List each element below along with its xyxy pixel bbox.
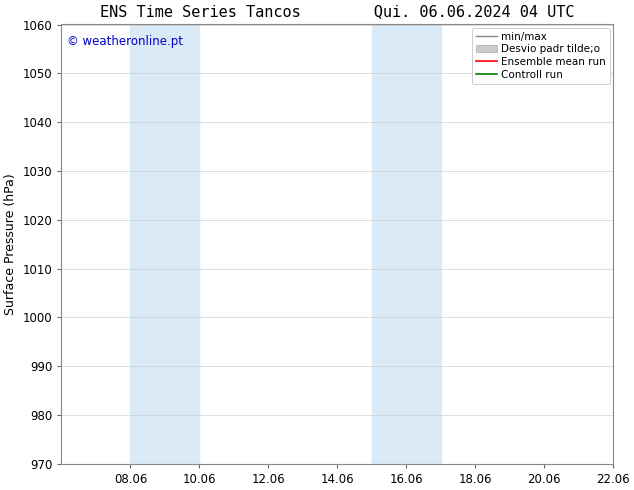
Title: ENS Time Series Tancos        Qui. 06.06.2024 04 UTC: ENS Time Series Tancos Qui. 06.06.2024 0… xyxy=(100,4,574,19)
Y-axis label: Surface Pressure (hPa): Surface Pressure (hPa) xyxy=(4,173,17,315)
Legend: min/max, Desvio padr tilde;o, Ensemble mean run, Controll run: min/max, Desvio padr tilde;o, Ensemble m… xyxy=(472,27,610,84)
Bar xyxy=(131,24,199,464)
Bar xyxy=(372,24,441,464)
Text: © weatheronline.pt: © weatheronline.pt xyxy=(67,35,183,49)
